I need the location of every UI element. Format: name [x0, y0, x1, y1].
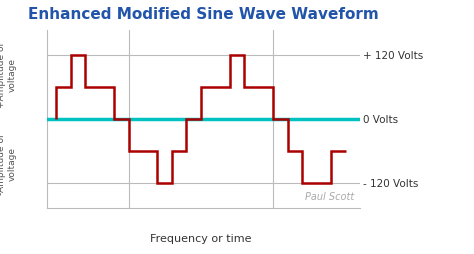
Text: 0 Volts: 0 Volts	[364, 114, 399, 124]
Text: Frequency or time: Frequency or time	[150, 233, 252, 243]
Text: Paul Scott: Paul Scott	[305, 191, 354, 201]
Text: + 120 Volts: + 120 Volts	[364, 51, 424, 61]
Title: Enhanced Modified Sine Wave Waveform: Enhanced Modified Sine Wave Waveform	[28, 7, 379, 22]
Text: +Amplitude or
voltage: +Amplitude or voltage	[0, 42, 17, 108]
Text: - 120 Volts: - 120 Volts	[364, 178, 419, 188]
Text: -Amplitude or
voltage: -Amplitude or voltage	[0, 133, 17, 195]
